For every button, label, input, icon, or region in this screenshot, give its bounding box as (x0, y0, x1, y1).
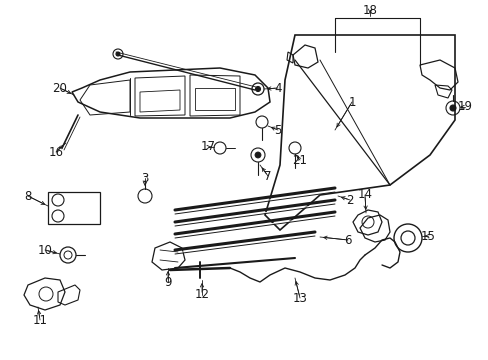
Circle shape (255, 86, 260, 91)
Text: 15: 15 (420, 230, 434, 243)
Text: 17: 17 (200, 140, 215, 153)
Text: 2: 2 (346, 194, 353, 207)
Circle shape (116, 52, 120, 56)
Text: 13: 13 (292, 292, 307, 305)
Text: 18: 18 (362, 4, 377, 17)
Text: 11: 11 (32, 314, 47, 327)
Circle shape (254, 152, 261, 158)
Text: 7: 7 (264, 170, 271, 183)
Text: 19: 19 (457, 100, 471, 113)
Text: 10: 10 (38, 243, 52, 256)
Text: 8: 8 (24, 189, 32, 202)
Text: 6: 6 (344, 234, 351, 247)
Text: 20: 20 (52, 81, 67, 94)
Text: 14: 14 (357, 189, 372, 202)
Text: 1: 1 (347, 95, 355, 108)
Text: 12: 12 (194, 288, 209, 302)
Text: 16: 16 (48, 145, 63, 158)
Circle shape (449, 105, 455, 111)
Text: 5: 5 (274, 123, 281, 136)
Text: 21: 21 (292, 153, 307, 166)
Text: 3: 3 (141, 171, 148, 184)
Text: 9: 9 (164, 275, 171, 288)
Text: 4: 4 (274, 81, 281, 94)
